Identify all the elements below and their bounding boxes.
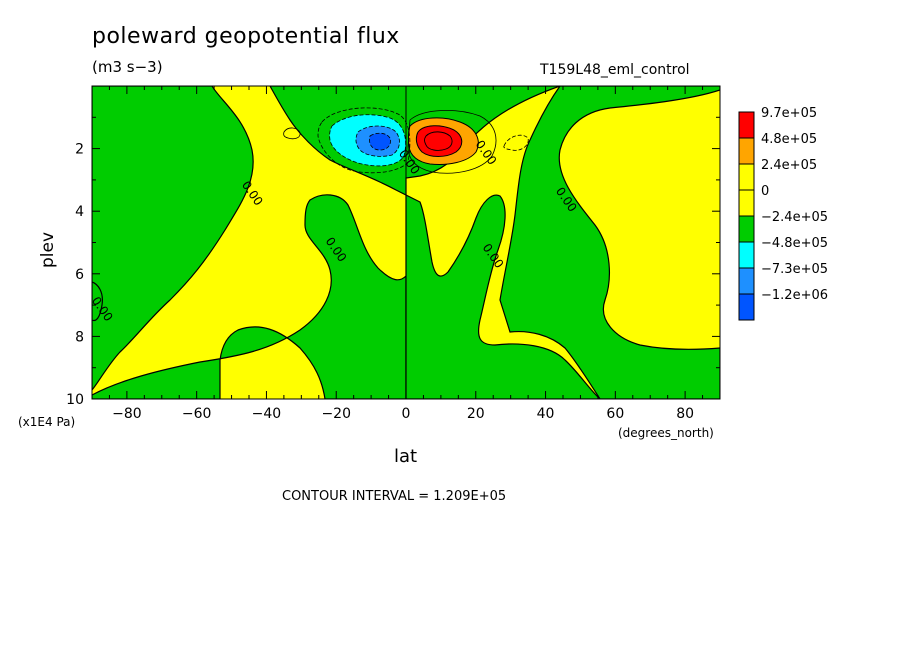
negative-region-left [92,86,254,391]
legend-swatch [738,267,755,295]
x-tick-label: 60 [606,406,624,422]
x-axis-units: (degrees_north) [618,426,714,440]
legend-level-label: −1.2e+06 [761,288,828,303]
dashed-contour-left [317,107,411,174]
x-tick-label: −20 [321,406,351,422]
x-tick-label: −80 [112,406,142,422]
axis-ticks: −80 −60 −40 −20 0 20 40 60 80 2 4 6 8 10 [66,86,721,422]
negative-region-center-left [92,194,407,399]
legend-level-label: −4.8e+05 [761,236,828,251]
legend-swatch [738,111,755,139]
legend-swatch [738,163,755,191]
positive-contour-inner [424,131,453,151]
y-tick-label: 10 [66,392,84,408]
y-axis-units: (x1E4 Pa) [18,415,76,429]
contour-interval: CONTOUR INTERVAL = 1.209E+05 [282,489,507,504]
x-tick-label: 80 [676,406,694,422]
chart-title: poleward geopotential flux [92,24,400,49]
small-dashed-contour-right [503,134,529,151]
negative-region-far-left [92,281,103,322]
positive-core-red [415,125,463,157]
legend-swatch [738,293,755,321]
x-tick-label: 20 [467,406,485,422]
negative-region-right [499,86,720,399]
y-tick-label: 4 [75,204,84,220]
small-contour-left [283,127,301,140]
legend-level-label: 9.7e+05 [761,106,817,121]
y-tick-label: 6 [75,267,84,283]
legend-level-label: 2.4e+05 [761,158,817,173]
x-tick-label: 40 [537,406,555,422]
negative-core-darkblue [369,132,391,151]
y-tick-label: 2 [75,142,84,158]
color-legend: 9.7e+05 4.8e+05 2.4e+05 0 −2.4e+05 −4.8e+05 −7… [738,106,828,321]
legend-swatch [738,241,755,269]
y-tick-label: 8 [75,329,84,345]
contour-fill-layer [92,86,720,399]
legend-level-label: −2.4e+05 [761,210,828,225]
x-tick-label: 0 [402,406,411,422]
negative-region-center-right [405,194,601,399]
legend-level-label: 0 [761,184,769,199]
solid-contour-right-outer [407,110,497,174]
legend-level-label: 4.8e+05 [761,132,817,147]
chart-units: (m3 s−3) [92,58,163,76]
x-tick-label: −40 [252,406,282,422]
legend-swatch [738,137,755,165]
legend-level-label: −7.3e+05 [761,262,828,277]
legend-swatch [738,189,755,217]
legend-swatch [738,215,755,243]
x-tick-label: −60 [182,406,212,422]
x-axis-label: lat [394,446,418,467]
run-name: T159L48_eml_control [540,62,690,78]
